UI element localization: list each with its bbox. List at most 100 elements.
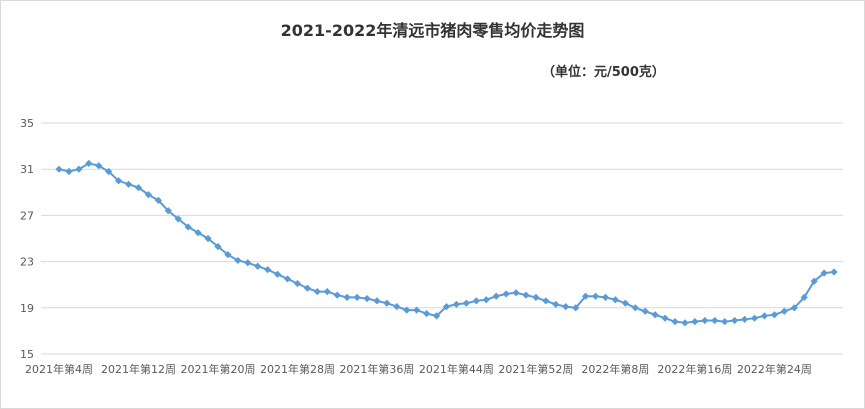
data-point-30 (353, 293, 361, 302)
data-point-38 (432, 312, 441, 320)
data-point-35 (403, 306, 411, 314)
data-point-12 (174, 215, 182, 223)
data-point-47 (522, 291, 530, 299)
data-point-7 (124, 180, 133, 188)
data-point-23 (283, 275, 292, 283)
data-point-6 (115, 177, 123, 185)
data-point-10 (154, 196, 162, 204)
data-point-56 (611, 296, 620, 304)
data-point-9 (144, 191, 153, 199)
x-tick-label-1: 2021年第12周 (101, 362, 176, 376)
data-point-62 (671, 318, 679, 326)
y-tick-label-0: 15 (20, 348, 34, 361)
data-point-72 (770, 311, 778, 319)
data-point-71 (760, 312, 769, 320)
series-group (55, 159, 838, 327)
data-point-34 (393, 303, 401, 311)
data-point-41 (462, 299, 470, 307)
data-point-64 (691, 318, 699, 326)
chart-subtitle: （单位：元/500克） (542, 65, 665, 80)
data-point-69 (740, 315, 749, 323)
data-point-5 (105, 167, 113, 176)
data-point-28 (333, 291, 341, 299)
data-point-49 (542, 297, 550, 305)
data-point-26 (313, 288, 321, 296)
data-point-22 (273, 270, 282, 278)
data-point-75 (800, 293, 808, 302)
y-tick-label-3: 27 (20, 209, 34, 222)
x-tick-label-4: 2021年第36周 (339, 362, 414, 376)
data-point-3 (85, 159, 93, 168)
y-tick-label-1: 19 (20, 302, 34, 315)
data-point-50 (552, 300, 560, 308)
x-tick-label-6: 2021年第52周 (498, 362, 573, 376)
x-tick-label-0: 2021年第4周 (25, 362, 93, 376)
data-point-78 (830, 268, 838, 276)
data-point-65 (701, 316, 709, 325)
x-tick-label-9: 2022年第24周 (737, 362, 812, 376)
data-point-68 (731, 316, 739, 325)
y-tick-label-5: 35 (20, 117, 34, 130)
data-point-60 (651, 311, 659, 319)
data-point-2 (75, 165, 83, 173)
data-point-21 (264, 266, 272, 274)
x-tick-label-7: 2022年第8周 (581, 362, 649, 376)
data-point-40 (452, 300, 461, 308)
data-point-39 (442, 303, 451, 311)
data-point-37 (423, 309, 431, 318)
data-point-73 (780, 307, 788, 315)
data-point-4 (95, 162, 103, 170)
data-point-8 (134, 184, 143, 192)
x-axis-ticks: 2021年第4周 2021年第12周 2021年第20周 2021年第28周 2021年… (25, 362, 812, 376)
data-point-43 (482, 296, 490, 304)
data-point-11 (164, 207, 172, 215)
y-axis-ticks: 15 19 23 27 31 35 (20, 117, 34, 361)
data-point-16 (214, 242, 222, 251)
data-point-67 (721, 318, 729, 326)
data-point-44 (492, 292, 500, 300)
data-point-45 (502, 290, 510, 298)
data-point-14 (194, 229, 202, 237)
data-point-48 (532, 293, 540, 302)
data-point-70 (750, 314, 759, 322)
data-point-66 (711, 316, 719, 325)
data-point-32 (373, 297, 381, 305)
data-point-27 (323, 288, 331, 296)
data-point-76 (810, 277, 818, 285)
data-point-18 (234, 256, 242, 265)
data-point-25 (303, 284, 311, 292)
data-point-36 (413, 306, 421, 314)
data-point-59 (641, 307, 649, 315)
series-line (58, 162, 835, 324)
x-tick-label-2: 2021年第20周 (180, 362, 255, 376)
y-tick-label-4: 31 (20, 163, 34, 176)
data-point-24 (293, 279, 302, 288)
data-point-29 (343, 293, 351, 302)
gridlines (41, 122, 843, 355)
x-tick-label-5: 2021年第44周 (419, 362, 494, 376)
data-point-55 (601, 293, 610, 302)
data-point-74 (790, 304, 798, 312)
data-point-63 (681, 319, 689, 327)
data-point-53 (582, 292, 590, 300)
data-point-20 (254, 262, 262, 270)
data-point-19 (244, 259, 252, 267)
data-point-42 (472, 297, 480, 305)
data-point-17 (224, 251, 232, 259)
data-point-61 (661, 314, 669, 322)
data-point-1 (65, 167, 73, 176)
data-point-13 (184, 223, 192, 231)
x-tick-label-3: 2021年第28周 (260, 362, 335, 376)
data-point-57 (621, 299, 629, 307)
data-point-15 (204, 234, 212, 243)
y-tick-label-2: 23 (20, 256, 34, 269)
data-point-31 (363, 294, 371, 303)
data-point-77 (820, 269, 828, 277)
data-point-33 (383, 299, 391, 307)
data-point-0 (55, 165, 63, 173)
chart-title: 2021-2022年清远市猪肉零售均价走势图 (280, 21, 585, 40)
data-point-51 (562, 303, 570, 311)
data-point-54 (591, 292, 600, 300)
